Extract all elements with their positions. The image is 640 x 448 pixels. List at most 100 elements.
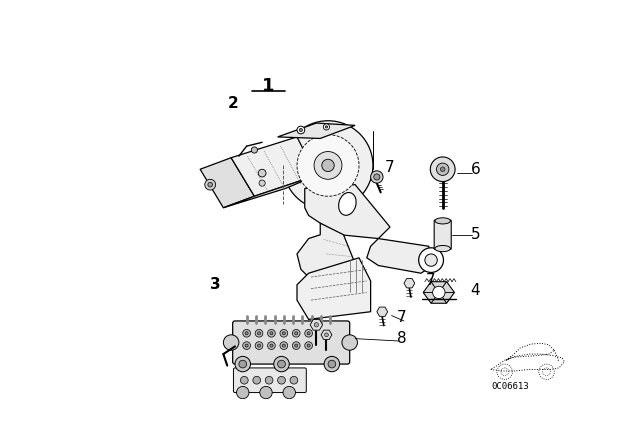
Polygon shape xyxy=(310,319,323,330)
Ellipse shape xyxy=(435,246,451,252)
Circle shape xyxy=(253,376,260,384)
Circle shape xyxy=(501,368,509,375)
Circle shape xyxy=(208,182,212,187)
Circle shape xyxy=(305,342,312,349)
Polygon shape xyxy=(431,282,447,293)
Circle shape xyxy=(307,332,310,335)
Text: 0C06613: 0C06613 xyxy=(492,382,529,391)
Circle shape xyxy=(294,332,298,335)
Circle shape xyxy=(243,329,250,337)
Circle shape xyxy=(433,286,445,299)
Circle shape xyxy=(282,344,285,347)
Polygon shape xyxy=(439,282,454,293)
Circle shape xyxy=(243,342,250,349)
Circle shape xyxy=(342,335,358,350)
Circle shape xyxy=(255,342,263,349)
Circle shape xyxy=(436,163,449,176)
Circle shape xyxy=(283,121,373,210)
Circle shape xyxy=(294,344,298,347)
Circle shape xyxy=(239,360,246,368)
Circle shape xyxy=(282,332,285,335)
Circle shape xyxy=(283,386,296,399)
Text: 7: 7 xyxy=(397,310,406,325)
Circle shape xyxy=(270,344,273,347)
Ellipse shape xyxy=(435,218,451,224)
Circle shape xyxy=(430,157,455,181)
Text: 7: 7 xyxy=(426,273,435,288)
Circle shape xyxy=(257,332,260,335)
Circle shape xyxy=(371,171,383,183)
Circle shape xyxy=(259,169,266,177)
FancyBboxPatch shape xyxy=(434,220,451,250)
Circle shape xyxy=(300,129,303,132)
Text: 8: 8 xyxy=(397,331,406,346)
Circle shape xyxy=(278,360,285,368)
Circle shape xyxy=(292,329,300,337)
Circle shape xyxy=(322,159,334,172)
Circle shape xyxy=(235,356,250,372)
Circle shape xyxy=(324,333,328,337)
Text: 6: 6 xyxy=(470,162,480,177)
Polygon shape xyxy=(423,282,454,303)
Ellipse shape xyxy=(339,193,356,215)
Polygon shape xyxy=(278,123,355,138)
Text: 4: 4 xyxy=(470,284,480,298)
Circle shape xyxy=(223,335,239,350)
Circle shape xyxy=(252,147,257,153)
Circle shape xyxy=(297,126,305,134)
Circle shape xyxy=(278,376,285,384)
Circle shape xyxy=(257,344,260,347)
Circle shape xyxy=(324,356,340,372)
Circle shape xyxy=(305,329,312,337)
Circle shape xyxy=(268,329,275,337)
Circle shape xyxy=(497,364,513,379)
Circle shape xyxy=(314,323,319,327)
Polygon shape xyxy=(439,293,454,303)
Circle shape xyxy=(374,174,380,180)
Circle shape xyxy=(290,376,298,384)
FancyBboxPatch shape xyxy=(233,321,349,364)
Circle shape xyxy=(245,344,248,347)
Circle shape xyxy=(307,344,310,347)
Polygon shape xyxy=(377,307,388,316)
Circle shape xyxy=(205,179,216,190)
Circle shape xyxy=(297,134,359,196)
Polygon shape xyxy=(231,137,316,196)
Text: 1: 1 xyxy=(262,77,275,95)
Polygon shape xyxy=(321,330,332,340)
Polygon shape xyxy=(305,185,390,238)
Circle shape xyxy=(280,342,288,349)
Polygon shape xyxy=(423,282,439,293)
Polygon shape xyxy=(431,293,447,303)
Circle shape xyxy=(543,368,550,375)
Circle shape xyxy=(268,342,275,349)
Text: 5: 5 xyxy=(470,227,480,242)
Circle shape xyxy=(328,360,336,368)
Polygon shape xyxy=(200,158,254,208)
Circle shape xyxy=(241,376,248,384)
Polygon shape xyxy=(297,258,371,319)
Circle shape xyxy=(323,124,330,130)
Polygon shape xyxy=(223,176,316,208)
Circle shape xyxy=(255,329,263,337)
Circle shape xyxy=(265,376,273,384)
Polygon shape xyxy=(404,279,415,288)
Circle shape xyxy=(325,126,328,128)
Circle shape xyxy=(440,167,445,172)
Circle shape xyxy=(237,386,249,399)
Circle shape xyxy=(539,364,554,379)
Polygon shape xyxy=(423,293,439,303)
Text: 3: 3 xyxy=(211,277,221,292)
Circle shape xyxy=(292,342,300,349)
Circle shape xyxy=(245,332,248,335)
Polygon shape xyxy=(367,238,433,273)
Circle shape xyxy=(419,248,444,272)
Circle shape xyxy=(274,356,289,372)
Circle shape xyxy=(260,386,272,399)
Polygon shape xyxy=(297,223,367,304)
Circle shape xyxy=(270,332,273,335)
Circle shape xyxy=(425,254,437,266)
Text: 2: 2 xyxy=(227,96,238,111)
Circle shape xyxy=(280,329,288,337)
Circle shape xyxy=(259,180,265,186)
